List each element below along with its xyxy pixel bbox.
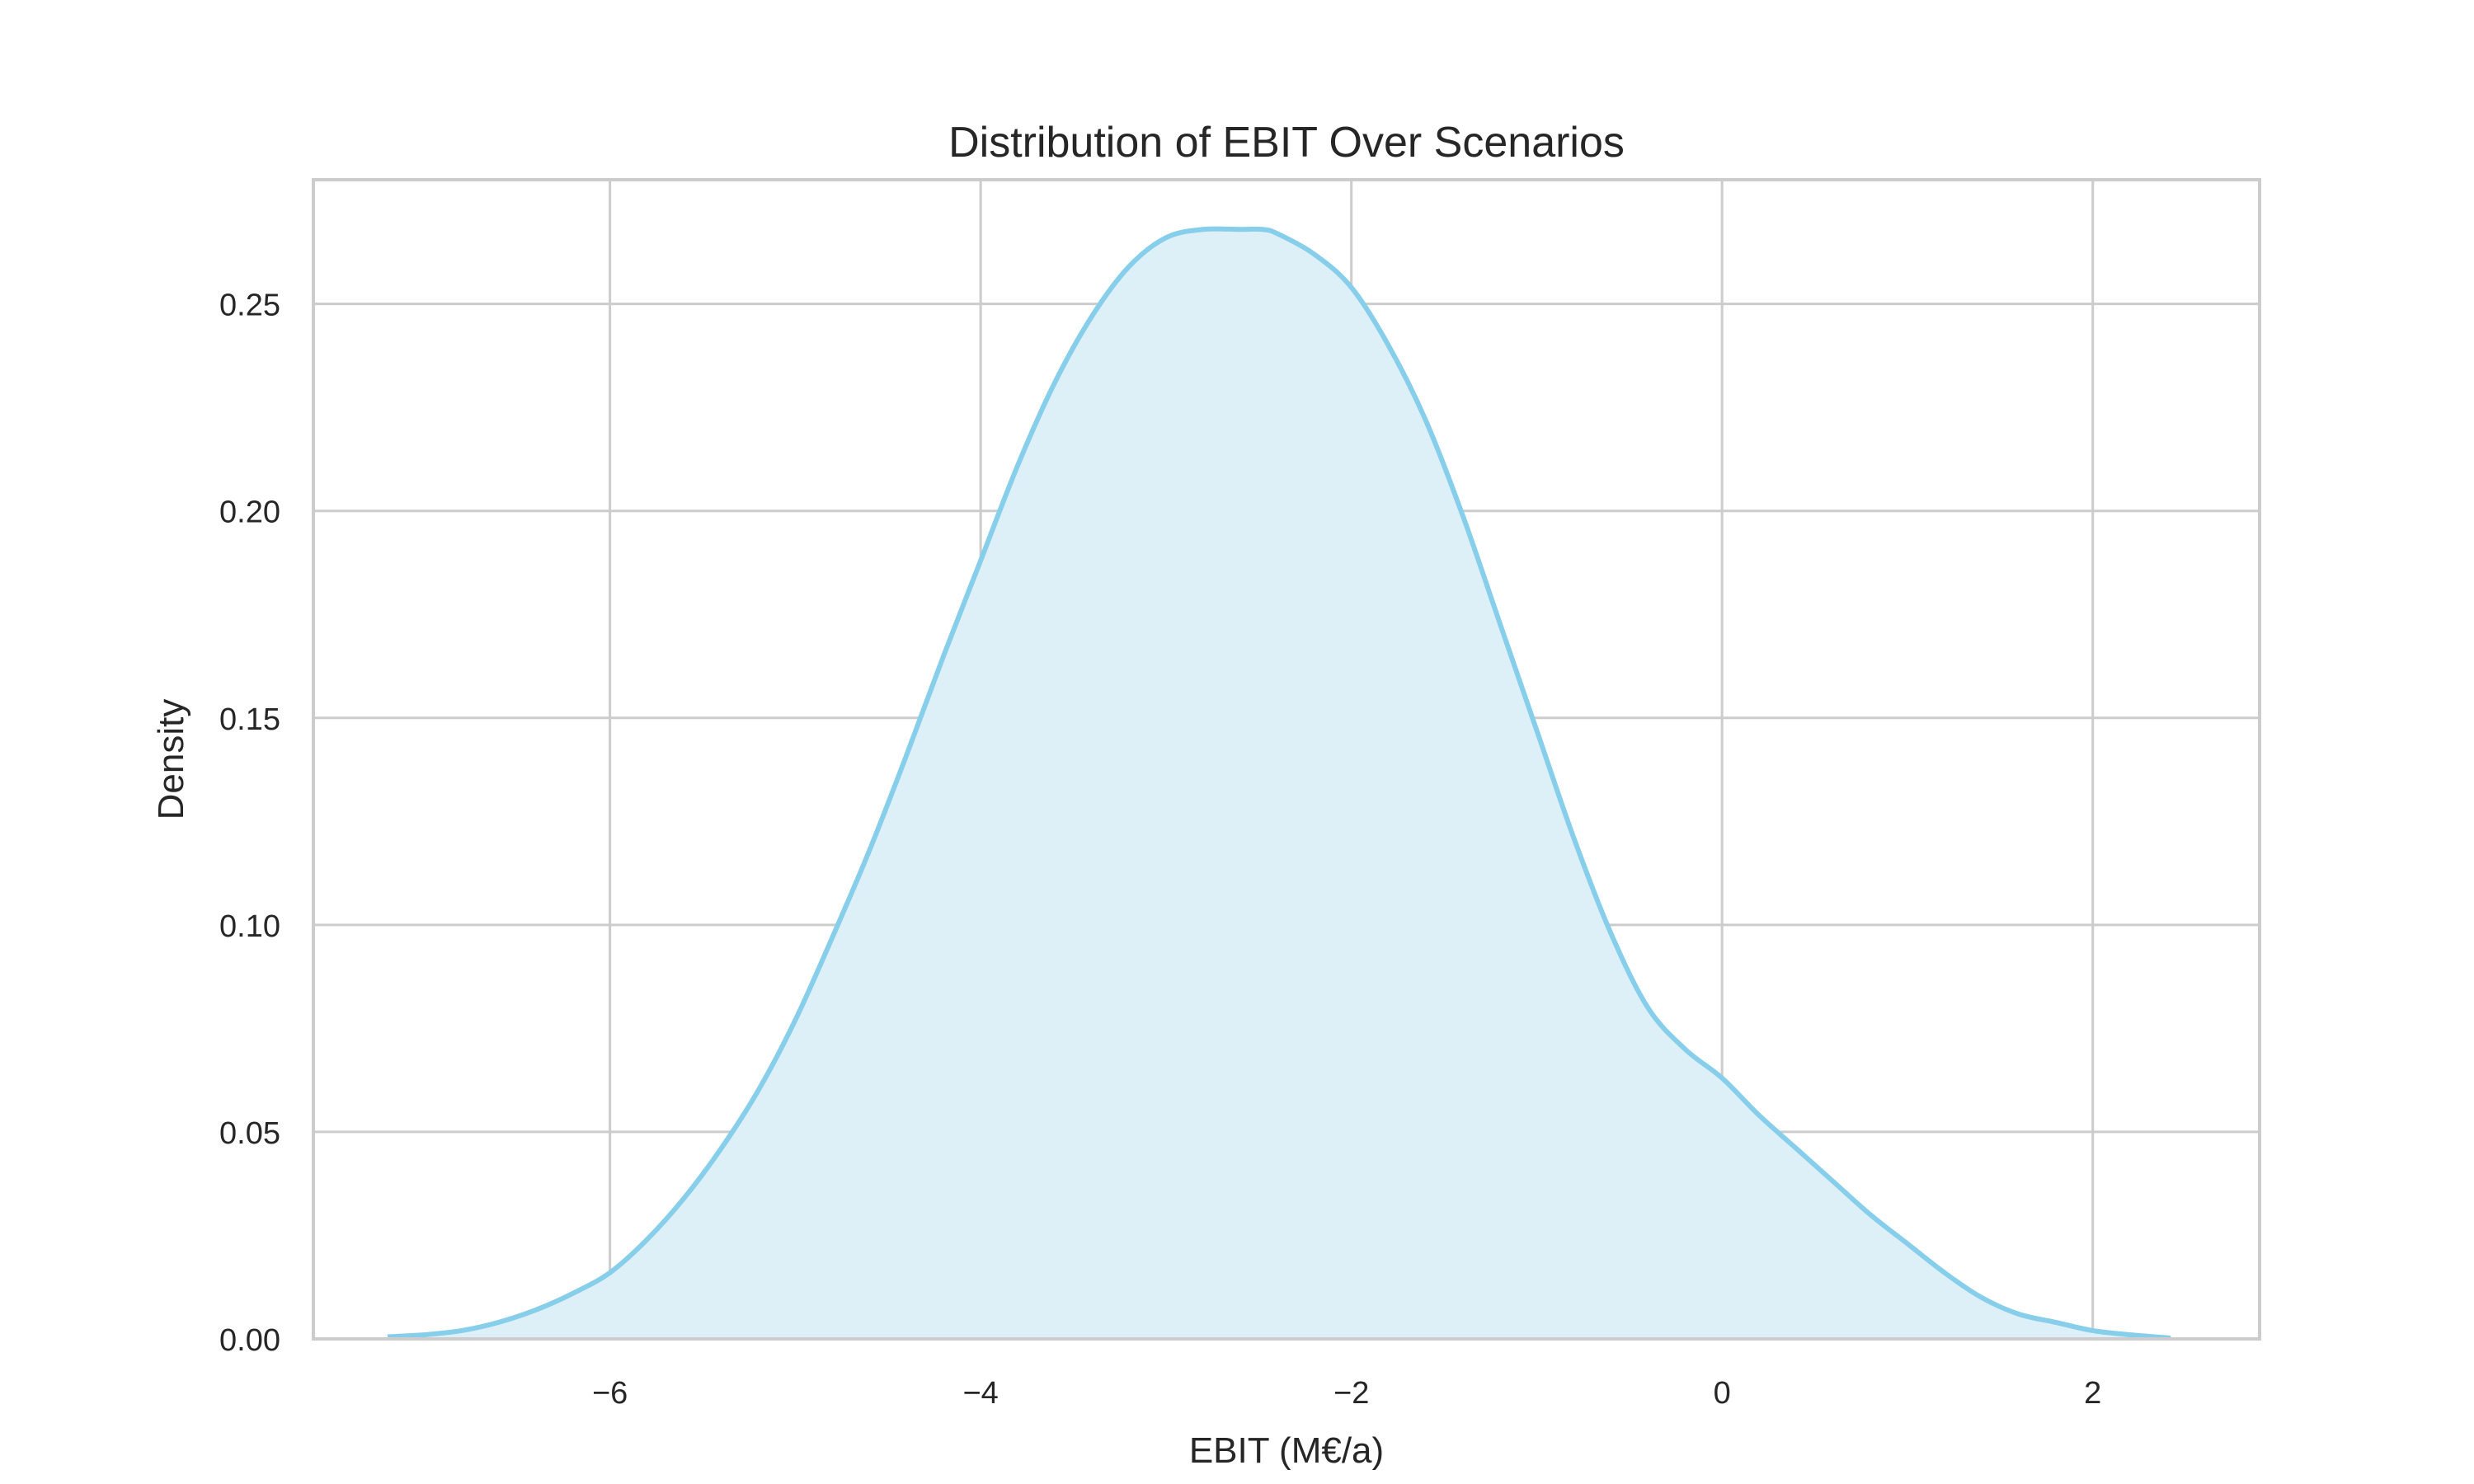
y-tick-label: 0.15 bbox=[219, 702, 280, 737]
x-tick-label: 0 bbox=[1714, 1376, 1731, 1411]
x-tick-label: −6 bbox=[592, 1376, 628, 1411]
x-tick-label: −2 bbox=[1333, 1376, 1369, 1411]
density-curve bbox=[387, 226, 2171, 1341]
x-tick-label: −4 bbox=[962, 1376, 998, 1411]
x-tick-label: 2 bbox=[2084, 1376, 2101, 1411]
y-tick-label: 0.00 bbox=[219, 1323, 280, 1358]
y-tick-label: 0.20 bbox=[219, 495, 280, 530]
chart-title: Distribution of EBIT Over Scenarios bbox=[948, 119, 1625, 167]
x-axis-label: EBIT (M€/a) bbox=[1189, 1430, 1384, 1471]
y-tick-label: 0.05 bbox=[219, 1116, 280, 1151]
series-layer bbox=[387, 226, 2171, 1341]
y-tick-label: 0.25 bbox=[219, 289, 280, 323]
y-tick-label: 0.10 bbox=[219, 909, 280, 944]
tick-layer: −6 −4 −2 0 2 0.00 0.05 0.10 0.15 0.20 0.25 bbox=[219, 289, 2101, 1411]
y-axis-label: Density bbox=[151, 699, 191, 820]
density-area-fill bbox=[387, 228, 2171, 1340]
plot-frame bbox=[312, 178, 2261, 1341]
